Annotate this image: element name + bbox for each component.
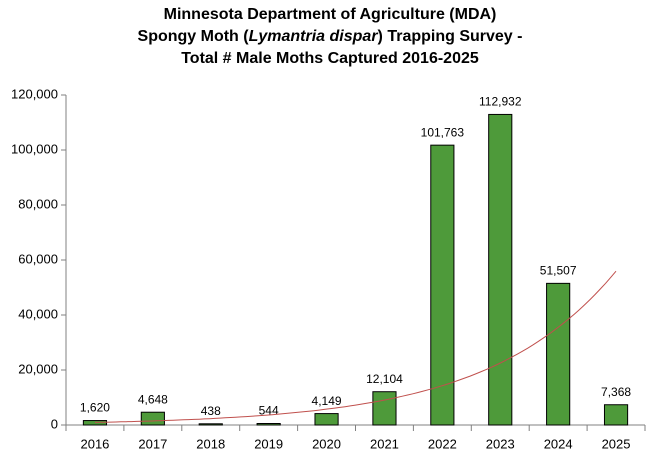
title-segment: Total # Male Moths Captured 2016-2025 <box>181 50 479 67</box>
title-segment: ) Trapping Survey - <box>378 28 523 45</box>
bar <box>430 144 455 426</box>
y-tick-label: 40,000 <box>18 306 58 321</box>
x-tick-label: 2018 <box>196 436 225 451</box>
y-tick-label: 60,000 <box>18 251 58 266</box>
chart-title: Minnesota Department of Agriculture (MDA… <box>164 6 497 23</box>
x-tick-label: 2019 <box>254 436 283 451</box>
bar <box>488 113 513 426</box>
x-tick-label: 2020 <box>312 436 341 451</box>
data-label: 101,763 <box>421 125 465 139</box>
chart-title: Spongy Moth (Lymantria dispar) Trapping … <box>138 28 523 45</box>
x-tick-label: 2016 <box>80 436 109 451</box>
y-tick-label: 80,000 <box>18 196 58 211</box>
data-label: 4,648 <box>138 392 168 406</box>
data-label: 7,368 <box>601 385 631 399</box>
title-segment: Spongy Moth ( <box>138 28 250 45</box>
y-tick-label: 100,000 <box>11 141 58 156</box>
title-segment: Lymantria dispar <box>249 28 379 45</box>
x-tick-label: 2025 <box>602 436 631 451</box>
bar <box>256 423 281 426</box>
bar <box>82 420 108 426</box>
chart-title: Total # Male Moths Captured 2016-2025 <box>181 50 479 67</box>
x-tick-label: 2024 <box>544 436 573 451</box>
bar <box>546 282 571 426</box>
data-label: 112,932 <box>479 95 522 109</box>
title-segment: Minnesota Department of Agriculture (MDA… <box>164 6 497 23</box>
bar <box>372 391 397 426</box>
data-label: 4,149 <box>312 394 342 408</box>
y-tick-label: 0 <box>51 416 58 431</box>
x-tick-label: 2017 <box>138 436 167 451</box>
y-tick-label: 20,000 <box>18 361 58 376</box>
data-label: 51,507 <box>540 264 577 278</box>
data-label: 12,104 <box>366 372 403 386</box>
data-label: 438 <box>201 404 221 418</box>
trendline <box>94 270 617 423</box>
x-tick-label: 2021 <box>370 436 399 451</box>
bar <box>314 413 339 426</box>
x-tick-label: 2022 <box>428 436 457 451</box>
x-tick-label: 2023 <box>486 436 515 451</box>
y-tick-label: 120,000 <box>11 86 58 101</box>
bar <box>198 423 223 426</box>
bar <box>140 411 165 426</box>
bar <box>603 404 629 426</box>
data-label: 1,620 <box>80 401 110 415</box>
